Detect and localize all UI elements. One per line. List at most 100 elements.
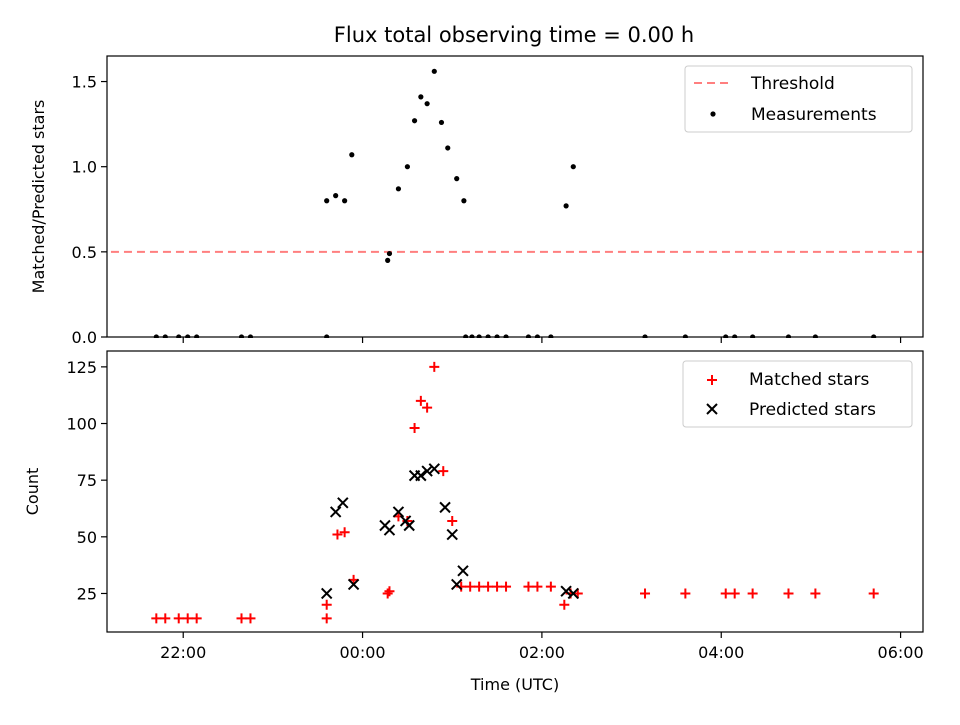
matched-star-point: [729, 588, 740, 599]
matched-star-point: [409, 423, 420, 434]
matched-star-point: [151, 613, 162, 624]
measurement-point: [404, 164, 410, 170]
matched-star-point: [321, 613, 332, 624]
matched-star-point: [483, 581, 494, 592]
predicted-star-point: [567, 587, 579, 600]
y-tick-label: 125: [66, 358, 97, 377]
matched-star-point: [384, 586, 395, 597]
legend-label-matched: Matched stars: [749, 370, 869, 390]
y-tick-label: 50: [77, 528, 97, 547]
predicted-star-point: [329, 506, 342, 518]
matched-star-point: [640, 588, 651, 599]
matched-star-point: [465, 581, 476, 592]
x-tick-label: 06:00: [878, 643, 924, 662]
measurement-point: [570, 164, 576, 170]
y-axis-label: Count: [23, 468, 42, 516]
matched-star-point: [680, 588, 691, 599]
chart-title: Flux total observing time = 0.00 h: [334, 23, 694, 47]
matched-star-point: [429, 361, 440, 372]
matched-star-point: [321, 599, 332, 610]
legend-label-predicted: Predicted stars: [749, 400, 876, 420]
measurement-point: [385, 257, 391, 263]
x-tick-label: 00:00: [340, 643, 386, 662]
legend: [684, 65, 913, 133]
legend-label-threshold: Threshold: [750, 74, 835, 94]
matched-star-point: [868, 588, 879, 599]
y-tick-label: 0.5: [72, 243, 97, 262]
matched-star-point: [332, 529, 343, 540]
y-tick-label: 100: [66, 415, 97, 434]
plot-frame: [106, 350, 924, 633]
predicted-star-point: [457, 565, 469, 577]
x-axis-label: Time (UTC): [470, 675, 559, 694]
matched-star-point: [492, 581, 503, 592]
matched-star-point: [447, 515, 458, 526]
matched-star-point: [160, 613, 171, 624]
matched-star-point: [501, 581, 512, 592]
measurement-point: [454, 176, 460, 182]
matched-star-point: [245, 613, 256, 624]
x-tick-label: 04:00: [698, 643, 744, 662]
legend-predicted-swatch: [706, 403, 718, 415]
predicted-star-point: [392, 506, 405, 518]
measurement-point: [424, 101, 430, 107]
legend-matched-swatch: [707, 375, 717, 385]
matched-star-point: [382, 588, 393, 599]
measurement-point: [445, 145, 451, 151]
predicted-star-point: [428, 463, 441, 475]
top-panel: 0.0 0.5 1.0 1.5 Matched/Predicted stars Thres…: [29, 55, 924, 347]
bottom-panel: 25 50 75 100 125 22:00 00:00 02:00 04:00 06:00 Cou…: [23, 350, 924, 694]
predicted-star-point: [383, 524, 396, 536]
predicted-star-point: [403, 519, 415, 532]
matched-star-point: [720, 588, 731, 599]
y-tick-label: 1.5: [72, 73, 97, 92]
predicted-star-point: [451, 578, 463, 591]
predicted-star-point: [337, 497, 349, 509]
measurement-point: [431, 68, 437, 74]
matched-star-point: [783, 588, 794, 599]
matched-star-point: [532, 581, 543, 592]
predicted-star-point: [560, 585, 572, 597]
x-tick-label: 22:00: [160, 643, 206, 662]
legend-label-measurements: Measurements: [751, 105, 877, 125]
y-tick-label: 25: [77, 584, 97, 603]
x-tick-label: 02:00: [519, 643, 565, 662]
measurement-point: [461, 198, 467, 204]
y-tick-label: 0.0: [72, 328, 97, 347]
plot-area: [151, 361, 879, 624]
matched-star-point: [236, 613, 247, 624]
matched-star-point: [191, 613, 202, 624]
legend: [682, 360, 913, 428]
matched-star-point: [173, 613, 184, 624]
matched-star-point: [339, 527, 350, 538]
matched-star-point: [559, 599, 570, 610]
measurement-point: [333, 193, 339, 199]
predicted-star-point: [347, 578, 360, 591]
measurement-point: [349, 152, 355, 158]
measurement-point: [438, 119, 445, 126]
y-tick-label: 1.0: [72, 158, 97, 177]
matched-star-point: [438, 466, 449, 477]
matched-star-point: [545, 581, 556, 592]
y-tick-label: 75: [77, 471, 97, 490]
predicted-star-point: [415, 469, 427, 482]
matched-star-point: [474, 581, 485, 592]
matched-star-point: [523, 581, 534, 592]
legend-measurements-swatch: [710, 111, 716, 117]
matched-star-point: [415, 395, 426, 406]
predicted-star-point: [320, 587, 333, 600]
predicted-star-point: [421, 465, 433, 477]
measurement-point: [563, 203, 569, 209]
predicted-star-point: [446, 528, 458, 541]
measurement-point: [342, 198, 348, 204]
plot-frame: [106, 55, 924, 338]
measurement-point: [418, 94, 424, 100]
y-axis-label: Matched/Predicted stars: [29, 100, 48, 294]
matched-star-point: [747, 588, 758, 599]
matched-star-point: [810, 588, 821, 599]
matched-star-point: [182, 613, 193, 624]
measurement-point: [324, 198, 330, 204]
measurement-point: [395, 186, 402, 192]
